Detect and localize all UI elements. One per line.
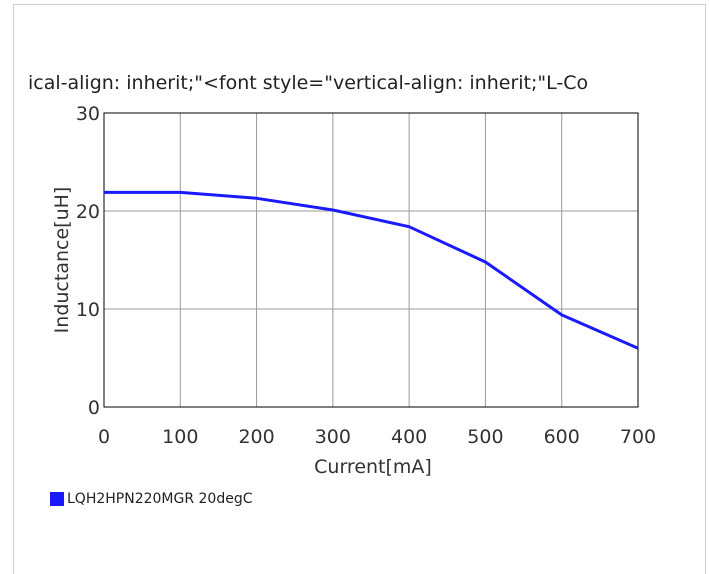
x-axis-label: Current[mA] bbox=[314, 456, 432, 478]
x-tick-label-1: 100 bbox=[162, 426, 198, 448]
x-tick-label-2: 200 bbox=[238, 426, 274, 448]
x-tick-label-7: 700 bbox=[620, 426, 656, 448]
x-tick-label-4: 400 bbox=[391, 426, 427, 448]
plot-area-border bbox=[103, 112, 639, 408]
legend-label: LQH2HPN220MGR 20degC bbox=[67, 491, 253, 507]
y-axis-label: Inductance[uH] bbox=[51, 187, 73, 334]
x-tick-label-6: 600 bbox=[544, 426, 580, 448]
chart-frame bbox=[13, 4, 706, 574]
y-tick-label-1: 10 bbox=[76, 299, 100, 321]
legend: LQH2HPN220MGR 20degC bbox=[50, 491, 253, 507]
series-line-0 bbox=[104, 190, 639, 350]
y-tick-label-0: 0 bbox=[88, 397, 100, 419]
y-tick-label-3: 30 bbox=[76, 103, 100, 125]
x-tick-label-5: 500 bbox=[467, 426, 503, 448]
x-tick-label-0: 0 bbox=[98, 426, 110, 448]
x-tick-label-3: 300 bbox=[315, 426, 351, 448]
chart-title: ical-align: inherit;"<font style="vertic… bbox=[28, 72, 589, 94]
legend-swatch bbox=[50, 492, 64, 506]
y-tick-label-2: 20 bbox=[76, 201, 100, 223]
